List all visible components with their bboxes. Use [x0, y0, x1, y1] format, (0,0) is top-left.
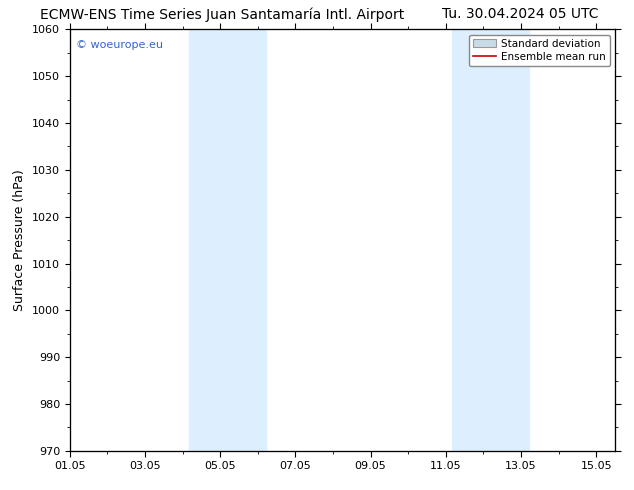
Y-axis label: Surface Pressure (hPa): Surface Pressure (hPa) — [13, 169, 27, 311]
Legend: Standard deviation, Ensemble mean run: Standard deviation, Ensemble mean run — [469, 35, 610, 66]
Text: © woeurope.eu: © woeurope.eu — [76, 40, 164, 50]
Text: ECMW-ENS Time Series Juan Santamaría Intl. Airport: ECMW-ENS Time Series Juan Santamaría Int… — [40, 7, 404, 22]
Text: Tu. 30.04.2024 05 UTC: Tu. 30.04.2024 05 UTC — [442, 7, 598, 22]
Bar — [452, 29, 529, 451]
Bar — [189, 29, 266, 451]
